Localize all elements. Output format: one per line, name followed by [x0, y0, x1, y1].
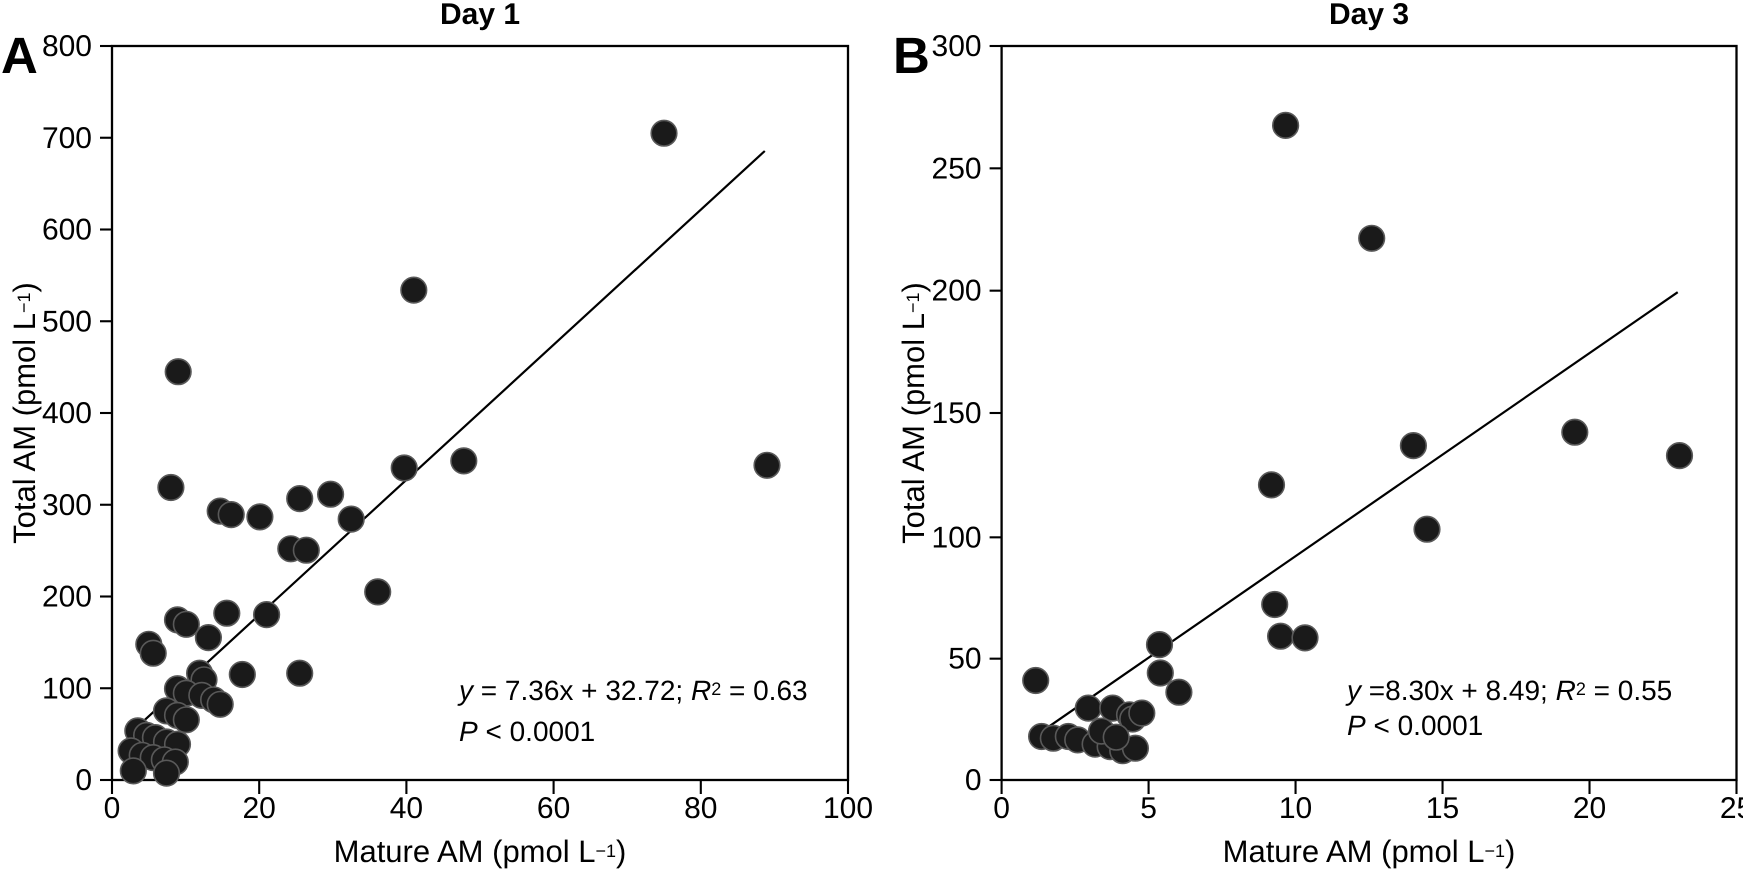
svg-text:25: 25 — [1720, 792, 1743, 825]
svg-text:500: 500 — [42, 305, 92, 338]
svg-text:Day 1: Day 1 — [440, 0, 520, 31]
svg-text:y = 7.36x + 32.72; R2 = 0.63: y = 7.36x + 32.72; R2 = 0.63 — [457, 675, 808, 706]
svg-text:100: 100 — [823, 792, 873, 825]
svg-text:800: 800 — [42, 30, 92, 63]
svg-text:80: 80 — [684, 792, 717, 825]
svg-text:100: 100 — [42, 672, 92, 705]
svg-text:60: 60 — [537, 792, 570, 825]
svg-text:0: 0 — [993, 792, 1010, 825]
svg-text:Day 3: Day 3 — [1329, 0, 1409, 31]
svg-text:Total AM (pmol L−1): Total AM (pmol L−1) — [7, 282, 42, 544]
svg-text:0: 0 — [104, 792, 121, 825]
svg-text:10: 10 — [1279, 792, 1312, 825]
svg-text:200: 200 — [42, 581, 92, 614]
svg-text:700: 700 — [42, 122, 92, 155]
svg-text:5: 5 — [1140, 792, 1157, 825]
svg-text:Mature AM (pmol L−1): Mature AM (pmol L−1) — [1223, 834, 1516, 869]
svg-text:400: 400 — [42, 397, 92, 430]
svg-text:20: 20 — [1573, 792, 1606, 825]
svg-text:0: 0 — [75, 764, 92, 797]
svg-text:200: 200 — [932, 275, 982, 308]
svg-text:300: 300 — [42, 489, 92, 522]
svg-text:0: 0 — [965, 764, 982, 797]
svg-text:15: 15 — [1426, 792, 1459, 825]
svg-text:y =8.30x + 8.49; R2 = 0.55: y =8.30x + 8.49; R2 = 0.55 — [1345, 675, 1672, 706]
svg-text:40: 40 — [390, 792, 423, 825]
svg-text:600: 600 — [42, 214, 92, 247]
svg-text:150: 150 — [932, 397, 982, 430]
svg-text:P < 0.0001: P < 0.0001 — [1347, 710, 1483, 741]
svg-text:B: B — [893, 27, 930, 84]
svg-text:100: 100 — [932, 521, 982, 554]
svg-text:250: 250 — [932, 152, 982, 185]
svg-text:50: 50 — [948, 643, 981, 676]
svg-text:P < 0.0001: P < 0.0001 — [459, 716, 595, 747]
svg-text:300: 300 — [932, 30, 982, 63]
svg-text:Total AM (pmol L−1): Total AM (pmol L−1) — [896, 282, 931, 544]
svg-text:Mature AM (pmol L−1): Mature AM (pmol L−1) — [334, 834, 627, 869]
svg-text:20: 20 — [243, 792, 276, 825]
svg-text:A: A — [1, 27, 38, 84]
